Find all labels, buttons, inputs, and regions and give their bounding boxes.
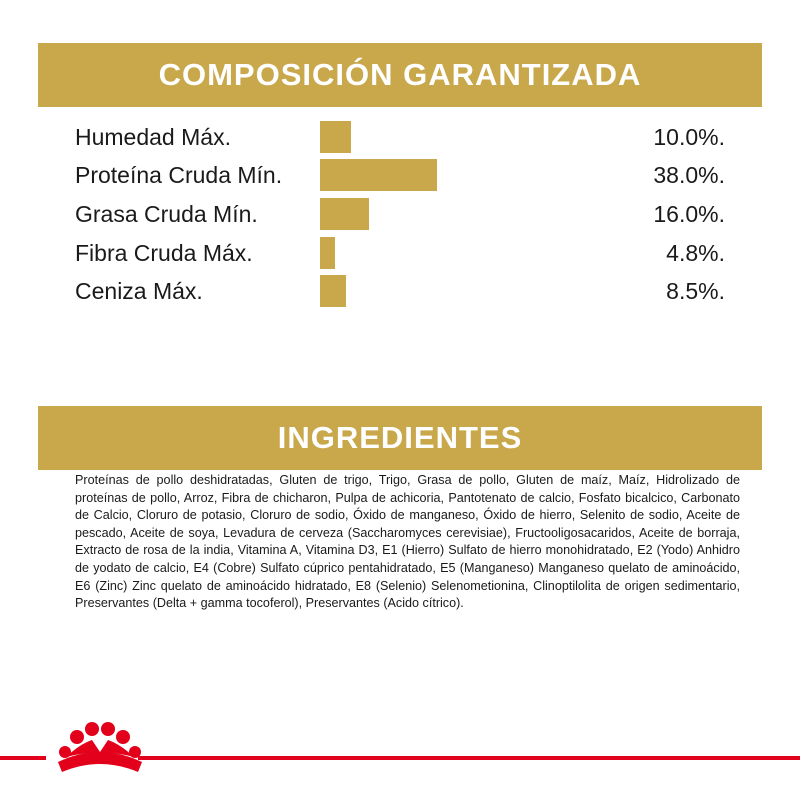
bar — [320, 159, 438, 191]
bar — [320, 198, 370, 230]
row-label: Fibra Cruda Máx. — [75, 240, 253, 266]
bar — [320, 275, 347, 307]
value-label: 10.0%. — [653, 124, 725, 150]
bar — [320, 121, 351, 153]
bar — [320, 237, 335, 269]
row-label: Ceniza Máx. — [75, 278, 203, 304]
row-label: Grasa Cruda Mín. — [75, 201, 258, 227]
section-title: COMPOSICIÓN GARANTIZADA — [38, 43, 762, 107]
crown-logo — [58, 722, 142, 772]
value-label: 8.5%. — [666, 278, 725, 304]
row-label: Proteína Cruda Mín. — [75, 162, 283, 188]
value-label: 16.0%. — [653, 201, 725, 227]
row-label: Humedad Máx. — [75, 124, 231, 150]
value-label: 4.8%. — [666, 240, 725, 266]
section-title: INGREDIENTES — [38, 406, 762, 470]
value-label: 38.0%. — [653, 162, 725, 188]
ingredients-text: Proteínas de pollo deshidratadas, Gluten… — [75, 473, 740, 611]
